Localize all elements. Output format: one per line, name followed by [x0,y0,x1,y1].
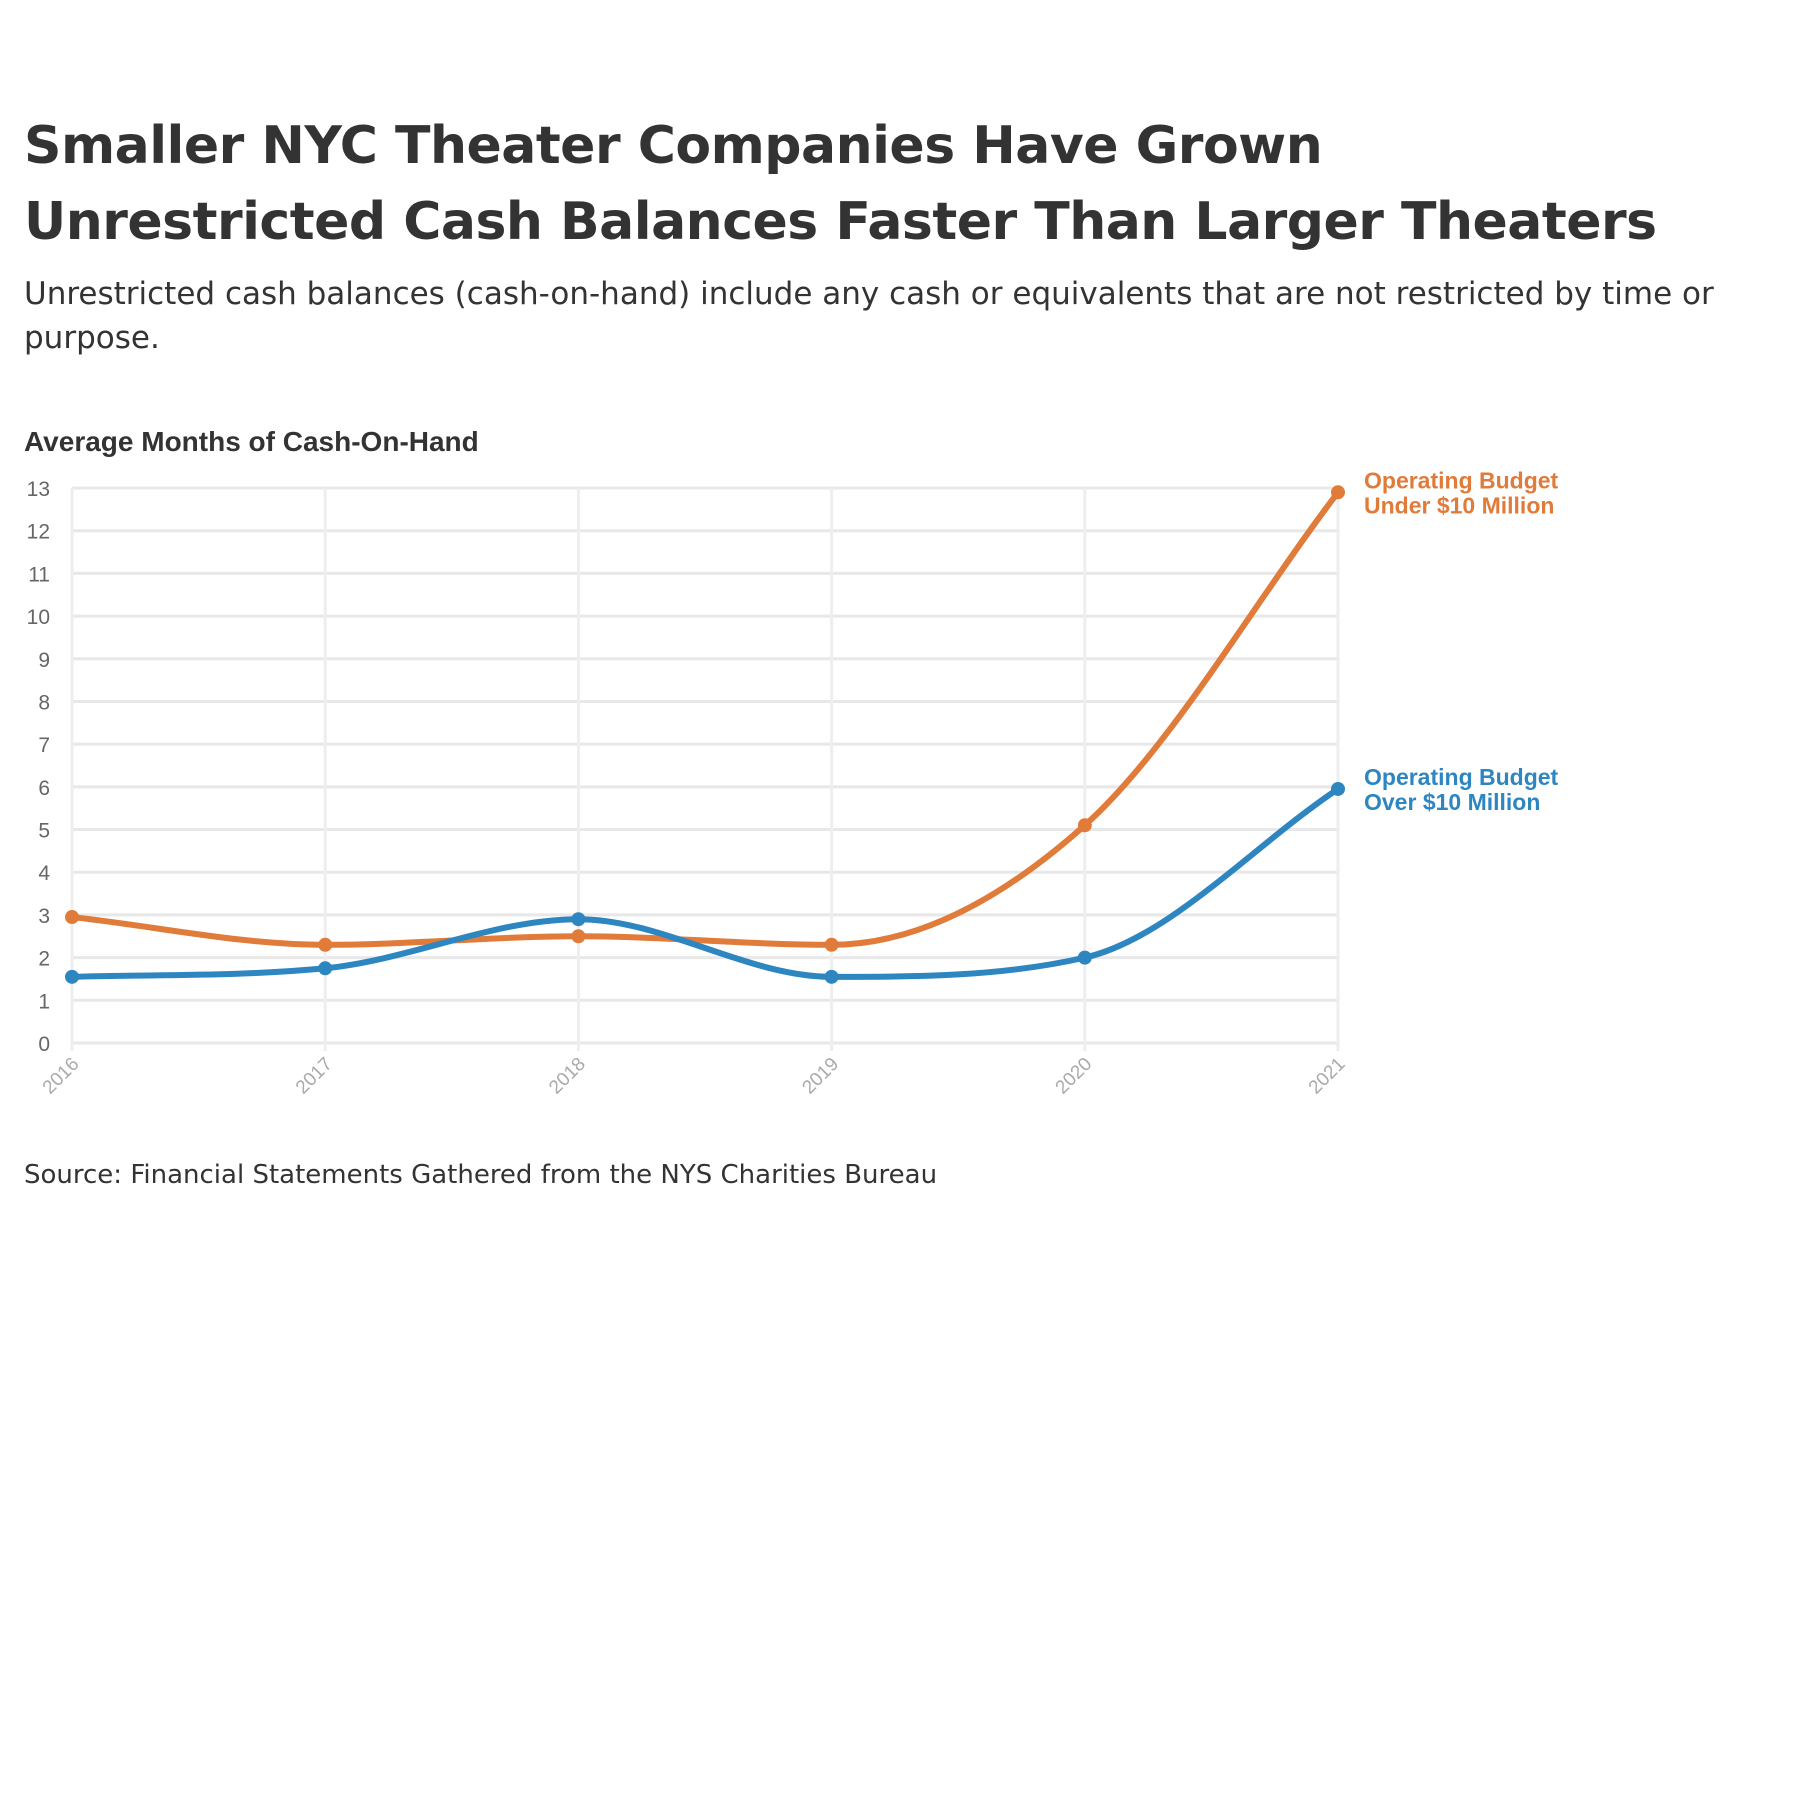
data-point-over-10m-2018 [571,912,586,927]
chart-subtitle: Unrestricted cash balances (cash-on-hand… [24,276,1714,356]
chart-title: Smaller NYC Theater Companies Have Grown… [24,108,1724,260]
chart-title-line-2: Unrestricted Cash Balances Faster Than L… [24,192,1657,252]
data-point-under-10m-2021 [1331,485,1345,500]
source-note: Source: Financial Statements Gathered fr… [24,1160,938,1190]
y-tick-label-4: 4 [38,862,50,885]
x-axis-ticks: 2016 2017 2018 2019 2020 2021 [39,1054,1350,1099]
y-tick-label-9: 9 [38,649,50,672]
y-tick-label-13: 13 [27,478,50,501]
data-point-under-10m-2020 [1077,818,1092,833]
y-tick-label-5: 5 [38,820,50,843]
x-tick-label-2016: 2016 [39,1054,84,1099]
data-point-under-10m-2019 [824,937,839,952]
y-tick-label-7: 7 [38,734,50,757]
x-tick-label-2020: 2020 [1052,1054,1097,1099]
data-point-over-10m-2019 [824,969,839,984]
series-label-under-10m-line-2: Under $10 Million [1364,492,1554,518]
x-tick-label-2017: 2017 [292,1054,337,1099]
series-label-over-10m-line-1: Operating Budget [1364,764,1559,790]
y-tick-label-2: 2 [38,948,50,971]
data-point-under-10m-2018 [571,929,586,944]
line-chart: Average Months of Cash-On-Hand 012345678… [24,426,1559,1099]
y-tick-label-1: 1 [38,990,50,1013]
chart-title-line-1: Smaller NYC Theater Companies Have Grown [24,116,1323,176]
series-label-over-10m-line-2: Over $10 Million [1364,789,1540,815]
series-line-over-10m [69,785,1341,980]
x-tick-label-2021: 2021 [1305,1054,1350,1099]
data-point-over-10m-2020 [1077,950,1092,965]
x-tick-label-2019: 2019 [798,1054,843,1099]
y-axis-title: Average Months of Cash-On-Hand [24,426,479,457]
y-tick-label-10: 10 [27,606,50,629]
series-label-under-10m-line-1: Operating Budget [1364,467,1559,493]
y-tick-label-8: 8 [38,691,50,714]
y-tick-label-3: 3 [38,905,50,928]
y-tick-label-11: 11 [28,563,50,586]
data-point-over-10m-2017 [318,961,333,976]
gridlines [70,486,1340,1051]
series-lines [65,485,1345,984]
y-tick-label-6: 6 [38,777,50,800]
data-point-under-10m-2016 [65,910,79,925]
y-tick-label-12: 12 [27,521,50,544]
data-point-under-10m-2017 [318,937,333,952]
series-line-under-10m [69,489,1341,948]
data-point-over-10m-2016 [65,969,79,984]
y-tick-label-0: 0 [38,1033,50,1056]
data-point-over-10m-2021 [1331,781,1345,796]
x-tick-label-2018: 2018 [545,1054,590,1099]
